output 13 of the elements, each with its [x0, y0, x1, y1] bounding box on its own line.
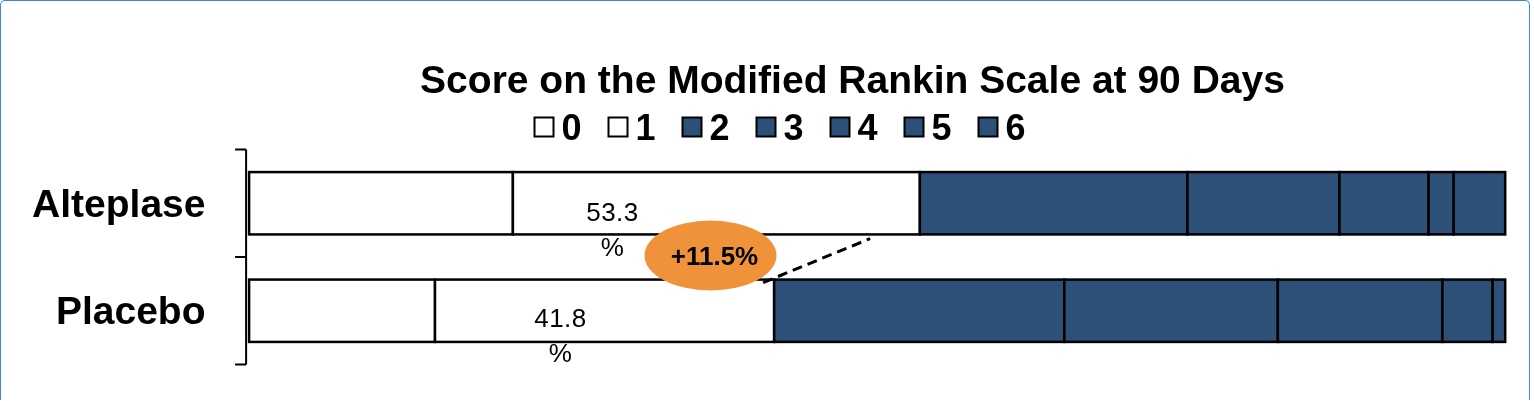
chart-title: Score on the Modified Rankin Scale at 90 Days [420, 58, 1285, 102]
legend-label: 0 [561, 107, 582, 149]
legend-label: 6 [1005, 107, 1026, 149]
legend-label: 3 [783, 107, 804, 149]
legend-label: 2 [709, 107, 730, 149]
annotation: 41.8 % [534, 302, 587, 368]
legend-label: 4 [857, 107, 878, 149]
y-tick-label: Alteplase [32, 181, 206, 225]
annotation: +11.5% [670, 240, 759, 271]
legend-label: 1 [635, 107, 656, 149]
legend-label: 5 [931, 107, 952, 149]
annotation: 53.3 % [586, 196, 639, 262]
y-tick-label: Placebo [55, 289, 206, 333]
